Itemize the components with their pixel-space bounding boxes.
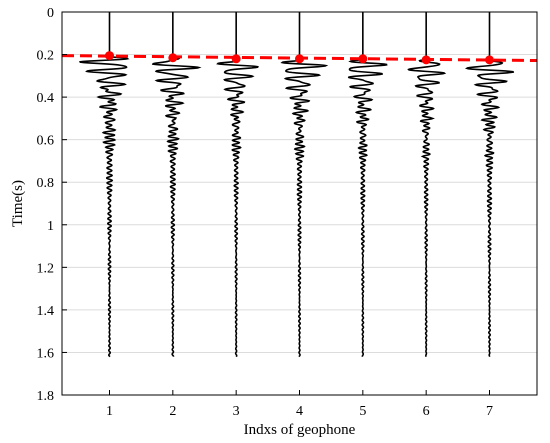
trace-7 (464, 12, 515, 358)
y-tick-label: 1 (47, 219, 54, 234)
trace-6 (407, 12, 447, 358)
x-tick-label: 3 (233, 404, 240, 419)
trace-3 (216, 12, 259, 358)
y-tick-label: 1.2 (37, 261, 55, 276)
x-tick-label: 2 (169, 404, 176, 419)
pick-point (421, 55, 431, 65)
x-tick-label: 4 (296, 404, 303, 419)
pick-point (358, 54, 368, 64)
trace-4 (280, 12, 329, 358)
x-tick-label: 1 (106, 404, 113, 419)
first-arrival-picks (105, 51, 494, 65)
x-axis: 1 2 3 4 5 6 7 (106, 390, 493, 419)
pick-point (231, 54, 241, 64)
y-tick-label: 0 (47, 6, 54, 21)
y-tick-label: 0.8 (37, 176, 55, 191)
x-tick-label: 7 (486, 404, 493, 419)
y-tick-label: 1.6 (37, 346, 55, 361)
y-tick-label: 0.2 (37, 49, 55, 64)
pick-point (485, 55, 494, 65)
x-tick-label: 6 (423, 404, 430, 419)
y-axis-title: Time(s) (10, 180, 26, 227)
seismic-traces (79, 12, 515, 358)
y-tick-label: 0.6 (37, 134, 55, 149)
y-axis: 0 0.2 0.4 0.6 0.8 1 1.2 1.4 1.6 1.8 (37, 6, 67, 404)
trace-1 (79, 12, 130, 358)
x-axis-title: Indxs of geophone (244, 422, 356, 438)
pick-point (295, 54, 304, 64)
pick-point (105, 51, 114, 61)
trace-5 (347, 12, 388, 357)
trace-2 (151, 12, 202, 357)
y-tick-label: 0.4 (37, 91, 55, 106)
y-tick-label: 1.8 (37, 389, 55, 404)
pick-point (168, 53, 178, 63)
y-tick-label: 1.4 (37, 304, 55, 319)
x-tick-label: 5 (359, 404, 366, 419)
